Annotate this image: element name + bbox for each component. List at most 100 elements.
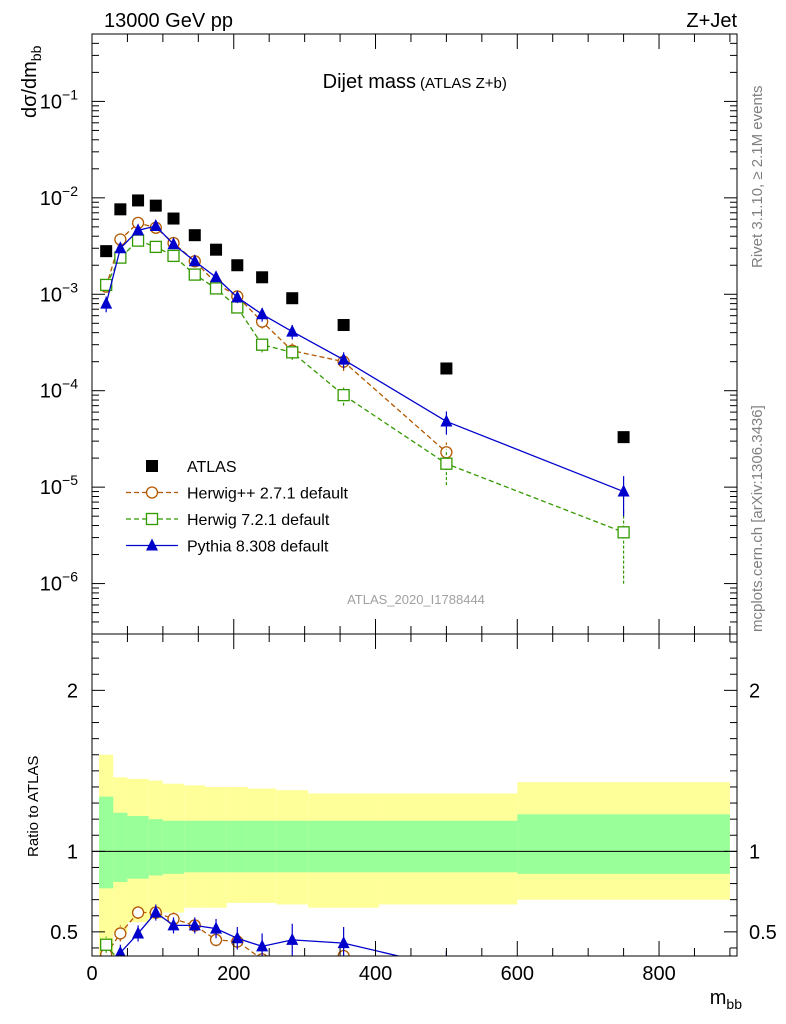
main-axis-ticks: 10−610−510−410−310−210−1 [40, 33, 737, 635]
analysis-label: ATLAS_2020_I1788444 [347, 592, 485, 607]
legend-marker-2 [145, 512, 159, 526]
chart-subtitle: (ATLAS Z+b) [420, 75, 507, 92]
ratio-series-2-point [132, 926, 145, 939]
ratio-y-tick-label: 1 [67, 841, 78, 863]
ratio-frame [91, 633, 738, 957]
series-3-point [231, 290, 244, 303]
x-tick-label: 400 [359, 963, 392, 985]
series-0-point [286, 292, 299, 305]
ratio-series-2-point [100, 959, 112, 971]
series-3-point [210, 270, 223, 283]
series-3-point [256, 307, 269, 320]
uncertainty-band-stat [205, 820, 227, 873]
ratio-series-2-point [115, 945, 126, 956]
legend: ATLAS Herwig++ 2.7.1 default Herwig 7.2.1 … [126, 459, 349, 556]
ratio-series-1-point [100, 938, 113, 951]
series-2-point [188, 268, 201, 281]
ratio-axis-ticks: 0.5 0.5 1 1 2 2 0 200 400 600 800 [50, 634, 777, 985]
ratio-series-1-point [115, 957, 126, 968]
source-url-label: mcplots.cern.ch [arXiv:1306.3436] [749, 405, 766, 632]
series-2-point [231, 301, 244, 314]
y-tick-exponent: −1 [62, 86, 78, 102]
y-tick-label: 10−6 [40, 569, 78, 596]
uncertainty-band-stat [162, 820, 185, 874]
legend-marker-3 [146, 538, 158, 551]
series-0-point [149, 199, 162, 212]
y-tick-label: 10−5 [40, 472, 78, 499]
ratio-series-0-point [131, 906, 145, 919]
series-0-point [132, 194, 145, 207]
uncertainty-band-stat [113, 812, 128, 882]
x-tick-label: 200 [217, 963, 250, 985]
series-3-point [188, 254, 201, 267]
legend-label-0: ATLAS [187, 459, 237, 476]
x-axis-label-main: m [710, 987, 727, 1009]
ratio-series-0-line [105, 911, 344, 956]
ratio-y-tick-label: 2 [67, 680, 78, 702]
uncertainty-band-stat [276, 820, 309, 873]
ratio-y-axis-label: Ratio to ATLAS [25, 756, 42, 857]
x-axis-label-sub: bb [726, 996, 742, 1012]
y-tick-exponent: −4 [62, 376, 78, 392]
ratio-panel: 0.5 0.5 1 1 2 2 0 200 400 600 800 Ratio to ATLAS [25, 633, 777, 985]
series-2-point [440, 457, 453, 470]
y-tick-label: 10−1 [40, 86, 78, 113]
series-3-line [105, 225, 624, 493]
uncertainty-band-stat [308, 820, 380, 873]
legend-label-2: Herwig 7.2.1 default [187, 512, 330, 529]
series-0-point [256, 271, 269, 284]
series-0-point [337, 319, 350, 332]
series-0-point [188, 229, 201, 242]
ratio-plot-area [92, 754, 737, 971]
y-tick-exponent: −5 [62, 472, 78, 488]
ratio-series-2-point [149, 905, 162, 918]
series-2-point [617, 526, 630, 539]
ratio-y-tick-label-right: 1 [749, 841, 760, 863]
x-tick-label: 800 [642, 963, 675, 985]
ratio-series-2-point [256, 939, 269, 952]
y-axis-label: dσ/dmbb [19, 45, 44, 118]
series-2-point [167, 249, 180, 263]
legend-marker-0 [146, 460, 158, 472]
series-2-point [337, 388, 350, 402]
y-tick-label: 10−2 [40, 183, 78, 210]
series-2-line [105, 239, 624, 533]
x-tick-label: 0 [86, 963, 97, 985]
series-1-line [105, 222, 447, 453]
series-2-point [255, 338, 269, 351]
y-axis-label-sub: bb [28, 45, 44, 61]
ratio-series-0-point [114, 927, 127, 940]
chart-title: Dijet mass [323, 71, 416, 93]
series-2-point [149, 240, 162, 254]
y-tick-exponent: −2 [62, 183, 78, 199]
main-panel: 10−610−510−410−310−210−1 Dijet mass (ATL… [19, 33, 738, 635]
ratio-series-2-line [115, 911, 402, 956]
series-3-point [617, 484, 630, 497]
ratio-series-2-point [188, 918, 201, 931]
svg-text:dσ/dmbb: dσ/dmbb [19, 45, 44, 118]
series-0-point [100, 245, 113, 258]
y-tick-base: 10 [40, 574, 62, 596]
series-0-point [231, 259, 244, 272]
series-3-point [149, 219, 162, 232]
uncertainty-band-stat [379, 820, 518, 873]
ratio-series-0-point [287, 959, 298, 970]
x-axis-label: mbb [710, 987, 742, 1012]
svg-text:mbb: mbb [710, 987, 742, 1012]
x-tick-label: 600 [501, 963, 534, 985]
series-0-point [440, 362, 453, 375]
ratio-y-tick-label-right: 0.5 [749, 922, 777, 944]
series-3-point [114, 241, 127, 254]
y-tick-label: 10−3 [40, 279, 78, 306]
uncertainty-band-stat [127, 815, 149, 879]
y-tick-base: 10 [40, 284, 62, 306]
series-2-point [131, 234, 145, 247]
header-energy-label: 13000 GeV pp [104, 10, 233, 32]
header-process-label: Z+Jet [686, 10, 737, 32]
series-2-point [209, 282, 223, 295]
uncertainty-band-stat [99, 796, 114, 889]
series-0-point [617, 431, 630, 444]
series-3-point [286, 324, 299, 337]
uncertainty-band-stat [148, 819, 163, 876]
